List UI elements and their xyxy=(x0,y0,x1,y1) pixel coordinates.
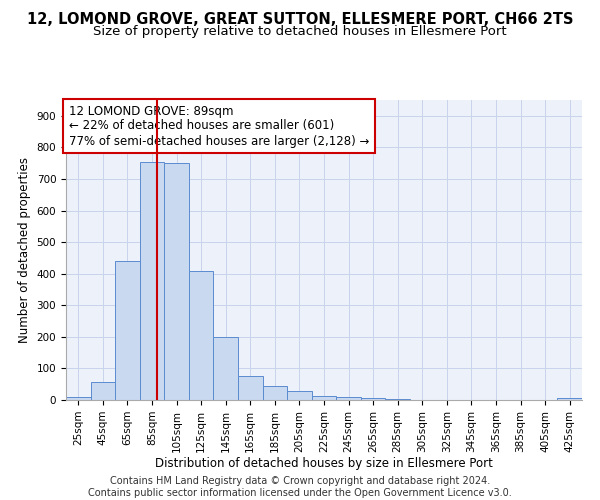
Bar xyxy=(115,261,140,400)
Text: 12, LOMOND GROVE, GREAT SUTTON, ELLESMERE PORT, CH66 2TS: 12, LOMOND GROVE, GREAT SUTTON, ELLESMER… xyxy=(27,12,573,28)
Bar xyxy=(238,376,263,400)
Bar xyxy=(385,399,410,400)
Bar xyxy=(66,397,91,400)
Text: 12 LOMOND GROVE: 89sqm
← 22% of detached houses are smaller (601)
77% of semi-de: 12 LOMOND GROVE: 89sqm ← 22% of detached… xyxy=(68,104,369,148)
Bar xyxy=(189,270,214,400)
Text: Contains HM Land Registry data © Crown copyright and database right 2024.
Contai: Contains HM Land Registry data © Crown c… xyxy=(88,476,512,498)
Bar xyxy=(140,162,164,400)
Bar xyxy=(557,398,582,400)
Bar xyxy=(164,163,189,400)
Bar xyxy=(336,397,361,400)
Bar xyxy=(91,382,115,400)
Text: Size of property relative to detached houses in Ellesmere Port: Size of property relative to detached ho… xyxy=(93,25,507,38)
Bar xyxy=(312,396,336,400)
Bar xyxy=(287,392,312,400)
Bar xyxy=(361,398,385,400)
Bar xyxy=(263,386,287,400)
X-axis label: Distribution of detached houses by size in Ellesmere Port: Distribution of detached houses by size … xyxy=(155,458,493,470)
Y-axis label: Number of detached properties: Number of detached properties xyxy=(18,157,31,343)
Bar xyxy=(214,337,238,400)
